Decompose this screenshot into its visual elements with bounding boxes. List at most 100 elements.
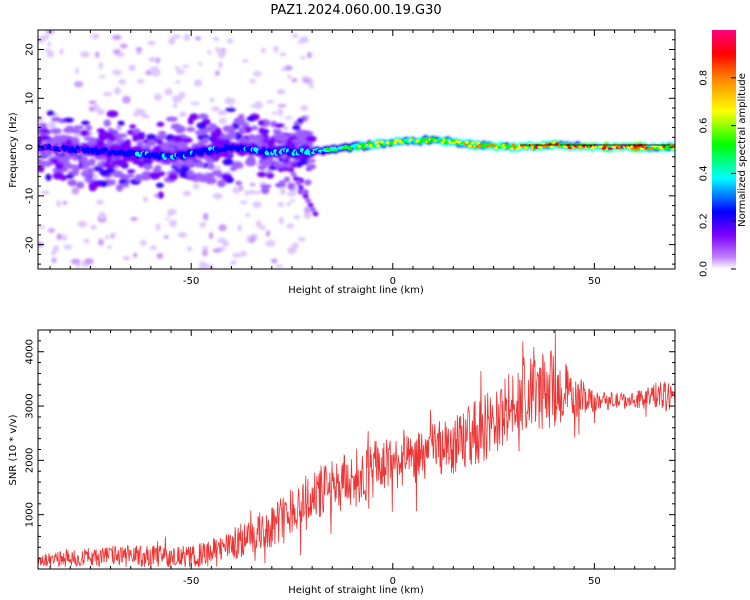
spectral-blob: [288, 167, 295, 173]
spectral-blob: [39, 128, 51, 134]
spectral-blob: [134, 175, 145, 182]
spectral-blob: [285, 138, 293, 147]
noise-blob: [52, 245, 60, 253]
ridge-core: [481, 142, 486, 146]
spectral-blob: [85, 125, 93, 131]
spectral-blob: [126, 173, 135, 178]
noise-blob: [140, 239, 147, 246]
spectral-blob: [235, 162, 244, 169]
noise-blob: [226, 38, 234, 44]
spectral-blob: [129, 124, 137, 129]
spectral-blob: [297, 117, 304, 123]
noise-blob: [255, 220, 262, 228]
spectral-blob: [304, 179, 312, 186]
colorbar-label: Normalized spectral amplitude: [737, 73, 748, 227]
snr-line: [38, 330, 675, 569]
noise-blob: [207, 50, 212, 55]
noise-blob: [90, 225, 97, 230]
snr-y-ticks: 1000 2000 3000 4000: [25, 329, 675, 570]
ridge-core: [366, 145, 371, 149]
snr-x-ticks: -50 0 50: [49, 330, 676, 587]
ridge-core: [470, 141, 475, 145]
spectrogram-ridge: [38, 136, 675, 161]
noise-blob: [51, 250, 56, 256]
spectral-blob: [246, 116, 257, 122]
noise-blob: [75, 67, 80, 75]
noise-blob: [47, 41, 52, 47]
noise-blob: [277, 201, 284, 207]
spectral-blob: [74, 125, 85, 130]
noise-blob: [286, 191, 297, 197]
spectral-blob: [196, 122, 207, 130]
spectral-blob: [179, 171, 190, 179]
noise-blob: [291, 78, 298, 83]
spectral-blob: [235, 180, 243, 186]
spectrogram-y-tick-label: 20: [25, 43, 36, 56]
ridge-core: [639, 147, 644, 151]
noise-blob: [165, 217, 170, 221]
noise-blob: [218, 50, 226, 59]
noise-blob: [246, 235, 251, 242]
noise-blob: [98, 238, 104, 246]
ridge-core: [354, 146, 359, 150]
ridge-core: [93, 146, 98, 152]
noise-blob: [175, 69, 185, 75]
spectral-blob: [117, 133, 128, 139]
ridge-core: [497, 145, 502, 149]
spectrogram-x-tick-label: 50: [588, 276, 601, 287]
noise-blob: [245, 212, 251, 218]
noise-blob: [284, 116, 293, 120]
spectral-blob: [43, 160, 53, 167]
colorbar-tick-label: 0.4: [699, 165, 710, 181]
spectral-blob: [188, 115, 199, 121]
spectral-blob: [157, 191, 164, 199]
spectral-blob: [50, 158, 59, 165]
spectral-blob: [193, 161, 205, 168]
noise-blob: [112, 49, 121, 54]
noise-blob: [237, 224, 243, 232]
spectral-blob: [225, 107, 236, 113]
spectral-blob: [250, 135, 260, 142]
noise-blob: [44, 48, 51, 52]
noise-blob: [113, 87, 122, 95]
noise-blob: [249, 182, 256, 187]
ridge-core: [376, 144, 381, 148]
ridge-core: [313, 150, 318, 154]
noise-blob: [244, 190, 250, 197]
noise-blob: [59, 48, 64, 55]
spectral-blob: [197, 176, 205, 183]
noise-blob: [128, 64, 136, 72]
spectrogram-frame: [37, 29, 676, 270]
noise-blob: [169, 219, 178, 228]
noise-blob: [156, 252, 164, 260]
ridge-core: [418, 140, 423, 144]
spectral-blob: [250, 125, 259, 131]
noise-blob: [275, 264, 284, 268]
noise-blob: [213, 36, 220, 42]
spectral-blob: [79, 129, 90, 137]
spectral-blob: [103, 119, 111, 127]
noise-blob: [232, 186, 241, 194]
colorbar-ticks: 0.0 0.2 0.4 0.6 0.8: [699, 70, 736, 277]
colorbar-tick-label: 0.0: [699, 261, 710, 277]
spectral-blob: [244, 158, 257, 167]
noise-blob: [172, 103, 178, 108]
noise-blob: [62, 201, 68, 205]
noise-blob: [211, 106, 221, 112]
noise-blob: [217, 109, 227, 116]
spectral-blob: [76, 181, 85, 189]
spectral-blob: [278, 180, 286, 188]
spectral-blob: [82, 163, 89, 170]
noise-blob: [136, 78, 145, 84]
noise-blob: [229, 260, 237, 265]
noise-blob: [151, 68, 161, 77]
spectral-blob: [283, 176, 291, 183]
spectral-blob: [269, 136, 276, 144]
spectral-blob: [141, 171, 150, 177]
snr-x-tick-label: 50: [588, 576, 601, 587]
ridge-core: [424, 136, 429, 140]
noise-blob: [147, 40, 156, 46]
spectrogram-x-label: Height of straight line (km): [288, 285, 424, 296]
noise-blob: [168, 37, 176, 45]
colorbar-tick-label: 0.2: [699, 213, 710, 229]
